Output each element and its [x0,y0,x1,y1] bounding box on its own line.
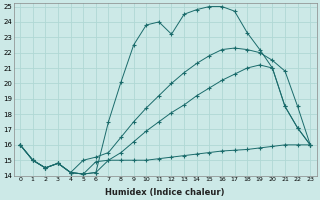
X-axis label: Humidex (Indice chaleur): Humidex (Indice chaleur) [106,188,225,197]
